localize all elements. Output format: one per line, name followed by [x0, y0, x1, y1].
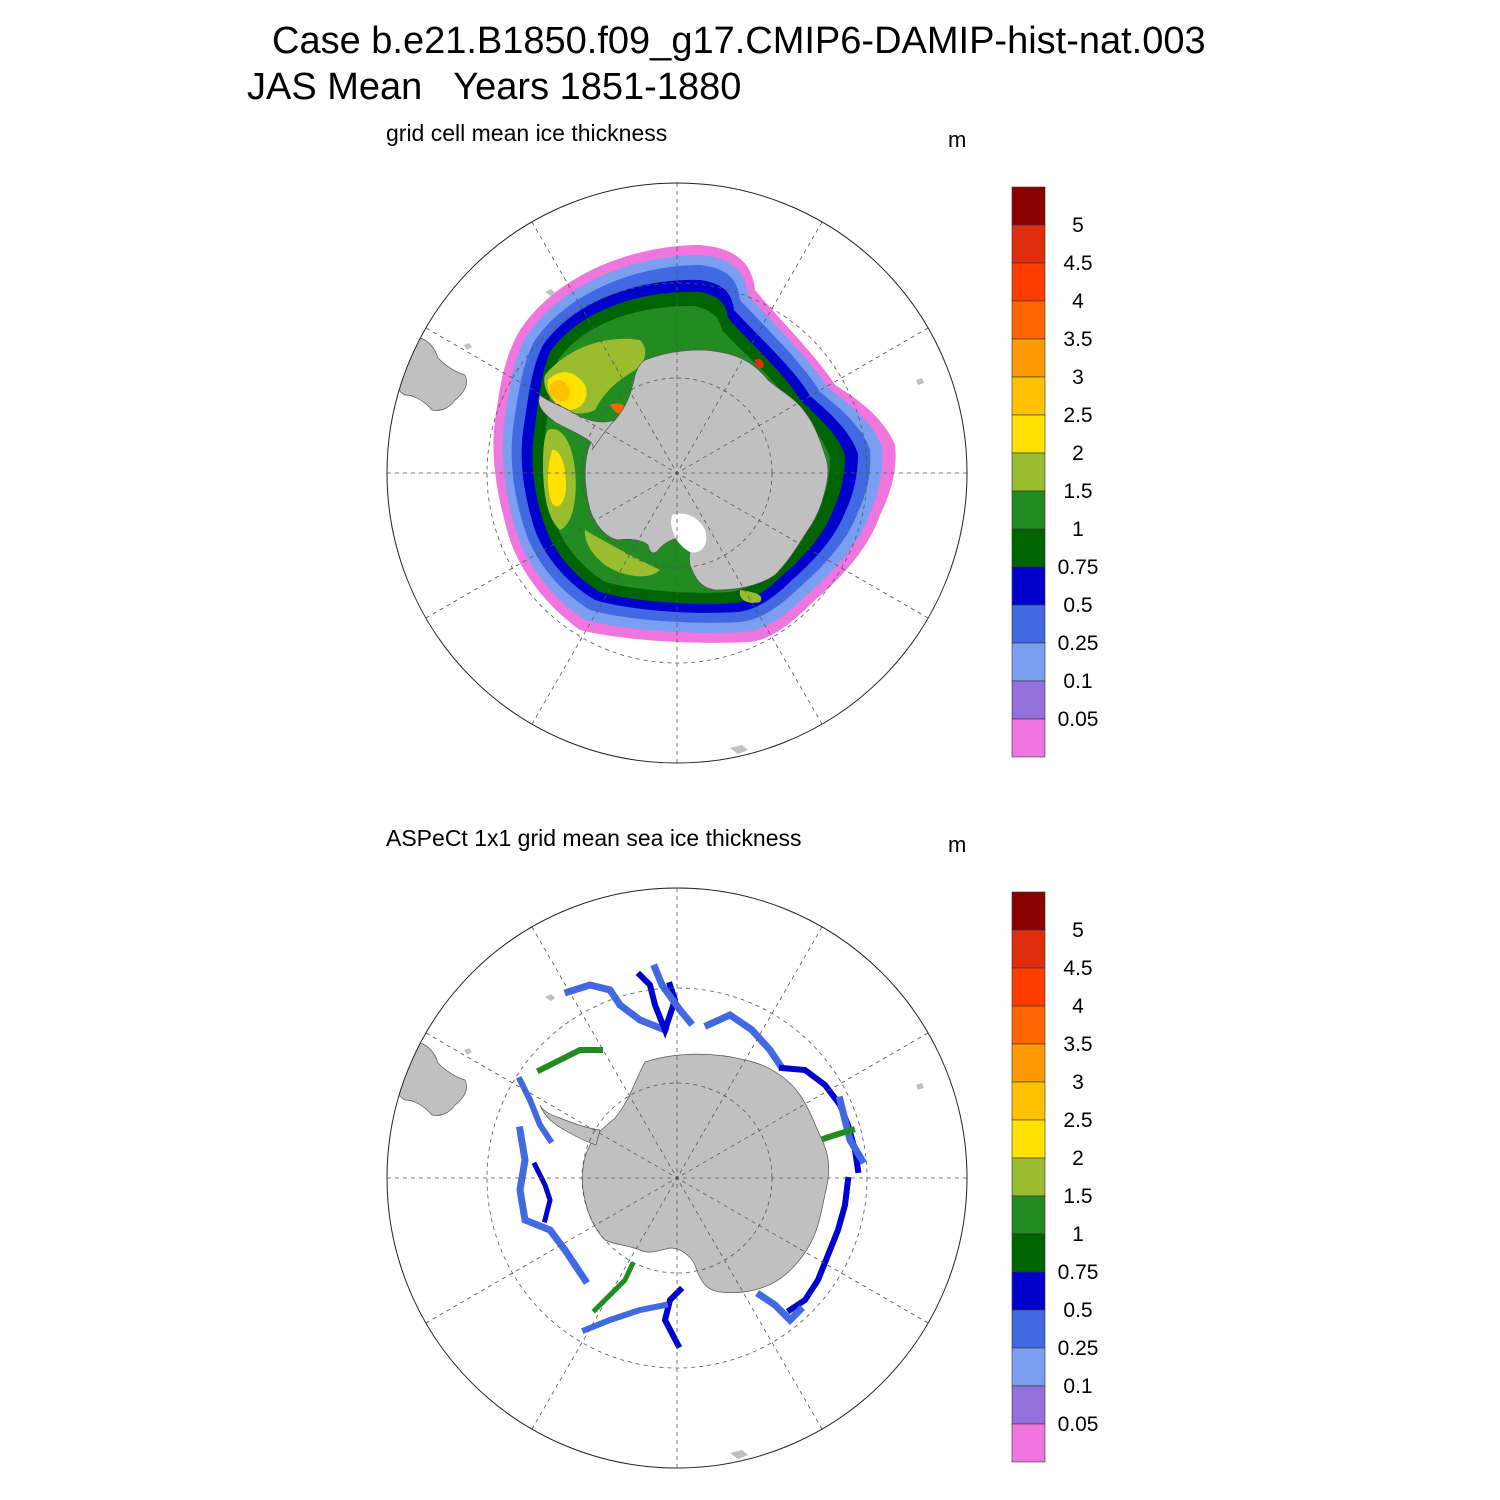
colorbar-model-swatch: [1011, 186, 1046, 226]
colorbar-model-swatch: [1011, 680, 1046, 720]
ice-patch-1.5-ross: [584, 530, 660, 577]
colorbar-obs-swatch: [1011, 1347, 1046, 1387]
ice-patch-2-peninsula: [547, 449, 566, 507]
colorbar-model-swatch: [1011, 338, 1046, 378]
colorbar-obs-label: 4: [1072, 995, 1084, 1018]
graticule-model: [387, 183, 967, 763]
ship-track-9: [755, 1290, 805, 1325]
ship-track-11: [581, 1301, 669, 1334]
colorbar-obs-swatch: [1011, 1043, 1046, 1083]
ship-track-7: [816, 1126, 856, 1144]
ship-track-1: [563, 981, 670, 1035]
colorbar-model-label: 4: [1072, 290, 1084, 313]
colorbar-model-swatch: [1011, 528, 1046, 568]
colorbar-obs-label: 3.5: [1063, 1033, 1092, 1056]
colorbar-model-label: 3.5: [1063, 328, 1092, 351]
colorbar-obs-label: 1: [1072, 1223, 1084, 1246]
ship-track-16: [535, 1047, 603, 1075]
colorbar-model-swatch: [1011, 452, 1046, 492]
colorbar-obs-swatch: [1011, 1195, 1046, 1235]
colorbar-model-swatch: [1011, 300, 1046, 340]
colorbar-obs-label: 2.5: [1063, 1109, 1092, 1132]
colorbar-model-label: 1: [1072, 518, 1084, 541]
island-2: [464, 343, 472, 350]
colorbar-model-label: 3: [1072, 366, 1084, 389]
colorbar-obs-label: 4.5: [1063, 957, 1092, 980]
colorbar-model-label: 5: [1072, 214, 1084, 237]
colorbar-model-swatch: [1011, 224, 1046, 264]
colorbar-obs-label: 0.75: [1058, 1261, 1099, 1284]
ice-patch-1.5-east: [739, 590, 762, 603]
panel-obs-title: ASPeCt 1x1 grid mean sea ice thickness: [386, 825, 802, 851]
colorbar-obs-swatch: [1011, 891, 1046, 931]
colorbar-model-label: 0.5: [1063, 594, 1092, 617]
map-panel-model: [386, 182, 968, 764]
ship-track-14: [531, 1161, 553, 1224]
colorbar-obs-swatch: [1011, 1119, 1046, 1159]
island-obs-2: [464, 1048, 472, 1055]
colorbar-model-swatch: [1011, 642, 1046, 682]
colorbar-obs-swatch: [1011, 1081, 1046, 1121]
colorbar-obs: 5 4.5 4 3.5 3 2.5 2 1.5 1 0.75 0.5 0.25 0.1 0.05: [1011, 891, 1099, 1463]
island-1: [545, 289, 555, 296]
island-3: [916, 378, 924, 385]
colorbar-obs-label: 0.25: [1058, 1337, 1099, 1360]
ship-track-12: [591, 1261, 636, 1314]
ice-patch-2.5-weddell: [549, 380, 571, 402]
graticule-obs: [387, 888, 967, 1468]
colorbar-obs-swatch: [1011, 929, 1046, 969]
island-obs-1: [545, 994, 555, 1001]
ship-track-8: [785, 1176, 852, 1315]
panel-obs-units: m: [948, 832, 967, 857]
colorbar-model-swatch: [1011, 376, 1046, 416]
colorbar-model-label: 2: [1072, 442, 1084, 465]
colorbar-obs-label: 1.5: [1063, 1185, 1092, 1208]
period-title: JAS Mean Years 1851-1880: [247, 66, 742, 108]
ship-track-13: [515, 1125, 590, 1285]
colorbar-obs-swatch: [1011, 1233, 1046, 1273]
colorbar-obs-label: 0.1: [1063, 1375, 1092, 1398]
colorbar-obs-label: 5: [1072, 919, 1084, 942]
panel-model-units: m: [948, 127, 967, 152]
colorbar-obs-swatch: [1011, 1271, 1046, 1311]
colorbar-obs-label: 2: [1072, 1147, 1084, 1170]
colorbar-obs-label: 0.5: [1063, 1299, 1092, 1322]
ship-track-3: [650, 963, 695, 1027]
colorbar-obs-swatch: [1011, 1157, 1046, 1197]
colorbar-obs-swatch: [1011, 967, 1046, 1007]
colorbar-model-label: 1.5: [1063, 480, 1092, 503]
antarctic-peninsula-obs: [539, 1104, 601, 1146]
map-panel-obs: [386, 887, 968, 1469]
colorbar-model-swatch: [1011, 718, 1046, 758]
colorbar-model-swatch: [1011, 566, 1046, 606]
island-4: [730, 745, 748, 754]
ice-patch-red-coast: [755, 358, 764, 369]
island-obs-3: [916, 1083, 924, 1090]
colorbar-model-label: 0.1: [1063, 670, 1092, 693]
colorbar-model-label: 2.5: [1063, 404, 1092, 427]
ship-track-4: [703, 1010, 785, 1070]
colorbar-obs-swatch: [1011, 1423, 1046, 1463]
island-obs-4: [730, 1450, 748, 1459]
ship-track-10: [661, 1285, 685, 1350]
colorbar-model: 5 4.5 4 3.5 3 2.5 2 1.5 1 0.75 0.5 0.25 0.1 0.05: [1011, 186, 1099, 758]
colorbar-model-label: 0.75: [1058, 556, 1099, 579]
colorbar-model-swatch: [1011, 414, 1046, 454]
colorbar-obs-swatch: [1011, 1385, 1046, 1425]
colorbar-model-swatch: [1011, 490, 1046, 530]
antarctica-landmass: [584, 349, 829, 591]
colorbar-obs-label: 0.05: [1058, 1413, 1099, 1436]
colorbar-model-label: 0.05: [1058, 708, 1099, 731]
case-title: Case b.e21.B1850.f09_g17.CMIP6-DAMIP-his…: [272, 20, 1206, 62]
colorbar-model-swatch: [1011, 604, 1046, 644]
colorbar-model-swatch: [1011, 262, 1046, 302]
colorbar-obs-label: 3: [1072, 1071, 1084, 1094]
colorbar-model-label: 4.5: [1063, 252, 1092, 275]
ross-ice-shelf: [671, 513, 707, 553]
colorbar-obs-swatch: [1011, 1309, 1046, 1349]
colorbar-obs-swatch: [1011, 1005, 1046, 1045]
colorbar-model-label: 0.25: [1058, 632, 1099, 655]
panel-model-title: grid cell mean ice thickness: [386, 120, 668, 146]
